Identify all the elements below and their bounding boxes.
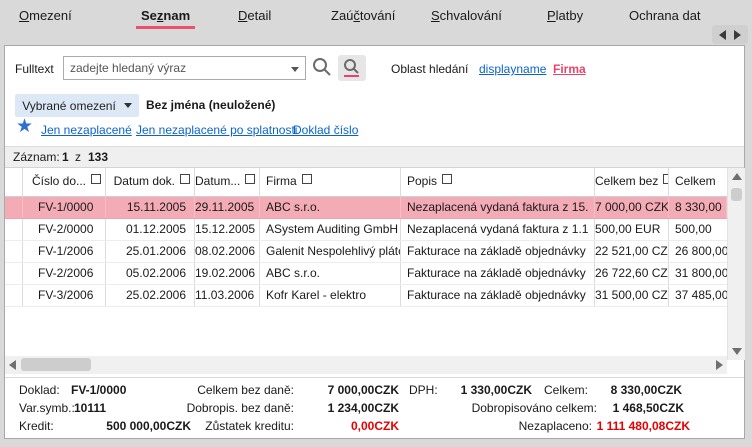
tab-platby[interactable]: Platby — [547, 8, 584, 23]
tab-scroll-buttons — [712, 25, 748, 44]
restriction-name: Bez jména (neuložené) — [146, 98, 276, 112]
zustatek-value: 0,00CZK — [350, 419, 399, 433]
table-row[interactable]: FV-1/2006 25.01.2006 08.02.2006 Galenit … — [5, 241, 727, 263]
summary-divider — [5, 377, 744, 378]
header-popis[interactable]: Popis — [401, 168, 595, 196]
header-firma[interactable]: Firma — [260, 168, 401, 196]
quick-link-po-splatnosti[interactable]: Jen nezaplacené po splatnosti — [136, 123, 298, 137]
table-row[interactable]: FV-2/0000 01.12.2005 15.12.2005 ASystem … — [5, 219, 727, 241]
tab-scroll-left-icon[interactable] — [719, 29, 727, 40]
nezaplaceno-label: Nezaplaceno: — [518, 419, 592, 433]
scope-link-displayname[interactable]: displayname — [479, 62, 547, 76]
record-counter-current: 1 — [62, 150, 69, 164]
row-marker — [5, 241, 23, 262]
filter-box-icon[interactable] — [91, 174, 101, 184]
table-row[interactable]: FV-2/2006 05.02.2006 19.02.2006 ABC s.r.… — [5, 263, 727, 285]
table-header: Číslo do... Datum dok. Datum... Firma Po… — [5, 168, 727, 197]
horizontal-scrollbar[interactable] — [5, 356, 727, 374]
tab-scroll-right-icon[interactable] — [733, 29, 741, 40]
celkem-label: Celkem: — [544, 383, 589, 397]
search-highlight-underline — [344, 75, 359, 77]
filter-box-icon[interactable] — [663, 174, 668, 184]
scroll-up-icon[interactable] — [732, 173, 742, 180]
vertical-scrollbar[interactable] — [727, 168, 745, 360]
scroll-right-icon[interactable] — [716, 360, 723, 370]
header-celkem[interactable]: Celkem — [675, 174, 716, 188]
tab-schvalovani[interactable]: Schvalování — [431, 8, 502, 23]
list-panel: Fulltext Oblast hledání displayname Firm… — [4, 45, 745, 439]
header-row-marker — [5, 168, 23, 196]
filter-box-icon[interactable] — [180, 174, 190, 184]
filter-box-icon[interactable] — [442, 174, 453, 184]
celkem-bez-dane-value: 7 000,00CZK — [327, 383, 399, 397]
search-highlight-button[interactable] — [338, 55, 366, 81]
scope-link-firma[interactable]: Firma — [553, 62, 586, 76]
row-marker — [5, 263, 23, 284]
var-symb-label: Var.symb.: — [19, 401, 75, 415]
kredit-label: Kredit: — [19, 419, 54, 433]
search-icon[interactable] — [311, 56, 333, 78]
table-row[interactable]: FV-3/2006 25.02.2006 11.03.2006 Kofr Kar… — [5, 285, 727, 307]
tab-ochrana-dat[interactable]: Ochrana dat — [629, 8, 701, 23]
favorite-star-icon[interactable]: ★ — [16, 116, 34, 137]
dph-value: 1 330,00CZK — [460, 383, 532, 397]
record-counter-label: Záznam: — [13, 150, 60, 164]
dph-label: DPH: — [409, 383, 438, 397]
dobropis-value: 1 234,00CZK — [327, 401, 399, 415]
dobropisovano-label: Dobropisováno celkem: — [471, 401, 597, 415]
search-scope-label: Oblast hledání — [391, 62, 469, 76]
tab-seznam[interactable]: Seznam — [135, 6, 196, 29]
scroll-left-icon[interactable] — [9, 360, 16, 370]
record-counter-total: 133 — [88, 150, 109, 164]
vertical-scroll-thumb[interactable] — [731, 188, 742, 201]
doklad-label: Doklad: — [19, 383, 60, 397]
header-cislo-dokladu[interactable]: Číslo do... — [23, 168, 106, 196]
tab-omezeni[interactable]: Omezení — [19, 8, 72, 23]
horizontal-scroll-thumb[interactable] — [21, 358, 91, 371]
fulltext-label: Fulltext — [15, 62, 54, 76]
tab-zauctovani[interactable]: Zaúčtování — [331, 8, 396, 23]
doklad-value: FV-1/0000 — [71, 383, 127, 397]
celkem-value: 8 330,00CZK — [610, 383, 682, 397]
dobropis-label: Dobropis. bez daně: — [186, 401, 294, 415]
tab-bar: Omezení Seznam Detail Zaúčtování Schvalo… — [0, 0, 752, 30]
row-marker — [5, 197, 23, 218]
quick-link-jen-nezaplacene[interactable]: Jen nezaplacené — [41, 123, 132, 137]
record-counter-separator: z — [75, 150, 81, 164]
header-celkem-bez[interactable]: Celkem bez — [595, 168, 669, 196]
filter-box-icon[interactable] — [301, 174, 312, 184]
scroll-down-icon[interactable] — [732, 348, 742, 355]
var-symb-value: 10111 — [74, 401, 107, 415]
record-counter: Záznam: 1 z 133 — [5, 146, 744, 168]
table-row[interactable]: FV-1/0000 15.11.2005 29.11.2005 ABC s.r.… — [5, 197, 727, 219]
dobropisovano-value: 1 468,50CZK — [612, 401, 684, 415]
chevron-down-icon — [123, 103, 132, 112]
zustatek-label: Zůstatek kreditu: — [205, 419, 294, 433]
quick-link-doklad-cislo[interactable]: Doklad číslo — [293, 123, 359, 137]
kredit-value: 500 000,00CZK — [106, 419, 191, 433]
row-marker — [5, 285, 23, 306]
tab-detail[interactable]: Detail — [238, 8, 272, 23]
row-marker — [5, 219, 23, 240]
fulltext-search-input[interactable] — [63, 56, 306, 80]
selected-restriction-dropdown[interactable]: Vybrané omezení — [15, 94, 139, 117]
nezaplaceno-value: 1 111 480,08CZK — [596, 419, 690, 433]
celkem-bez-dane-label: Celkem bez daně: — [197, 383, 294, 397]
header-datum-dok[interactable]: Datum dok. — [106, 168, 195, 196]
filter-box-icon[interactable] — [245, 174, 256, 184]
header-datum-splatnosti[interactable]: Datum... — [195, 168, 260, 196]
